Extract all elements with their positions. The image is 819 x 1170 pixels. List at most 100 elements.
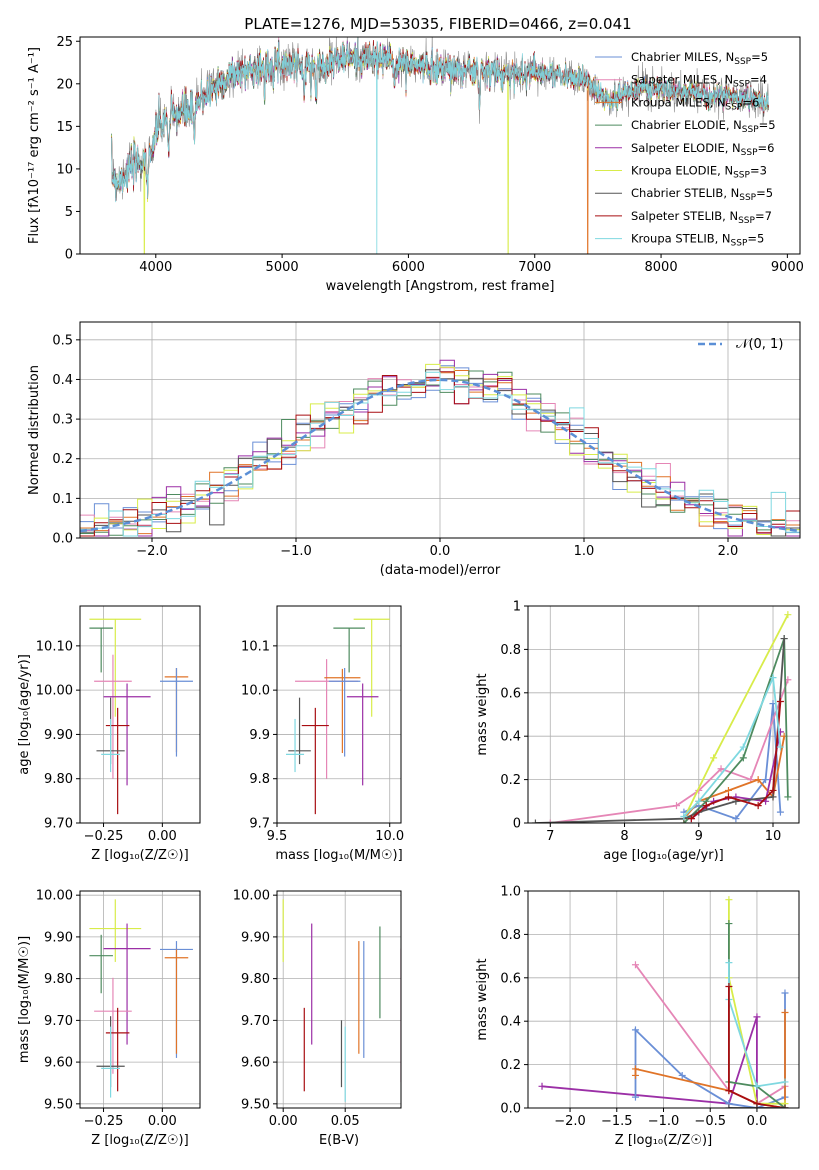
y-tick-label: 0.8 (500, 928, 521, 943)
x-tick-label: 8 (620, 829, 628, 844)
y-tick-label: 9.8 (249, 772, 270, 787)
x-tick-label: −1.5 (601, 1114, 633, 1129)
salpeter_elodie-weight-marker (538, 1082, 546, 1090)
age_vs_mass-panel: 9.5 10.0 9.7 9.8 9.9 10.0 10.1 mass [log₁₀(M/M☉… (241, 605, 404, 863)
kroupa_stelib-weight-marker (753, 1082, 761, 1090)
y-tick-label: 25 (56, 35, 73, 50)
spectrum-legend: Chabrier MILES, NSSP=5 Salpeter MILES, NS… (595, 50, 776, 249)
age_vs_Z-panel: −0.25 0.00 9.70 9.80 9.90 10.00 10.10 Z [log₁₀(… (17, 605, 201, 863)
y-tick-label: 10 (56, 162, 73, 177)
normal-reference-curve (80, 378, 800, 533)
y-tick-label: 9.90 (44, 728, 73, 743)
y-tick-label: 9.50 (44, 1097, 73, 1112)
chabrier_stelib-weight-marker (780, 635, 788, 643)
salpeter_miles-weight-marker (546, 819, 554, 823)
y-tick-label: 0.2 (52, 452, 73, 467)
chabrier_elodie-weight-marker (739, 754, 747, 762)
y-tick-label: 1.0 (500, 885, 521, 900)
mass_vs_ebv-frame (276, 890, 402, 1109)
age_vs_mass-plot-area (286, 618, 390, 815)
kroupa_stelib-weight-marker (776, 743, 784, 751)
salpeter_stelib-weight-marker (769, 786, 777, 794)
salpeter_stelib-weight-line (690, 701, 782, 820)
chabrier_stelib-legend-label: Chabrier STELIB, NSSP=5 (631, 186, 773, 203)
y-tick-label: 9.70 (241, 1014, 270, 1029)
kroupa_miles-weight-marker (754, 776, 762, 784)
y-tick-label: 0.0 (500, 1102, 521, 1117)
x-axis-label: (data-model)/error (380, 563, 501, 578)
kroupa_stelib-weight-marker (725, 959, 733, 967)
y-tick-label: 0.5 (52, 333, 73, 348)
chabrier_stelib-weight-line (535, 638, 786, 823)
y-axis-label: mass [log₁₀(M/M☉)] (17, 936, 32, 1063)
x-tick-label: 0.0 (430, 544, 451, 559)
weight_vs_age-frame (527, 605, 800, 824)
y-tick-label: 10.00 (36, 889, 73, 904)
chabrier_elodie-weight-marker (725, 920, 733, 928)
y-tick-label: 0.6 (500, 686, 521, 701)
residuals-panel: −2.0 −1.0 0.0 1.0 2.0 0.0 0.1 0.2 0.3 0.4 0.5 (data… (27, 321, 801, 578)
y-tick-label: 9.70 (44, 817, 73, 832)
x-tick-label: 9 (695, 829, 703, 844)
kroupa_stelib-weight-marker (695, 797, 703, 805)
chabrier_elodie-legend-label: Chabrier ELODIE, NSSP=5 (631, 118, 776, 135)
y-tick-label: 9.80 (44, 972, 73, 987)
y-tick-label: 5 (65, 205, 73, 220)
y-tick-label: 9.70 (44, 1014, 73, 1029)
x-tick-label: 0.0 (747, 1114, 768, 1129)
kroupa_miles-weight-marker (724, 786, 732, 794)
kroupa_stelib-model-line (111, 37, 769, 254)
mass_vs_Z-frame (79, 890, 201, 1109)
kroupa_stelib-weight-marker (769, 674, 777, 682)
y-tick-label: 0.0 (52, 532, 73, 547)
x-tick-label: 7000 (518, 260, 551, 275)
kroupa_stelib-weight-marker (739, 743, 747, 751)
salpeter_stelib-weight-marker (687, 815, 695, 823)
y-axis-label: Flux [fλ10⁻¹⁷ erg cm⁻² s⁻¹ A⁻¹] (27, 47, 42, 244)
chart-title: PLATE=1276, MJD=53035, FIBERID=0466, z=0… (244, 15, 631, 33)
y-tick-label: 15 (56, 120, 73, 135)
y-tick-label: 1 (513, 600, 521, 615)
y-tick-label: 0.2 (500, 1058, 521, 1073)
y-tick-label: 9.50 (241, 1097, 270, 1112)
x-tick-label: 1.0 (574, 544, 595, 559)
x-tick-label: 7 (546, 829, 554, 844)
chabrier_miles-weight-marker (781, 989, 789, 997)
weight_vs_age-plot-area (531, 611, 792, 823)
chabrier_stelib-weight-marker (753, 1104, 761, 1108)
y-axis-label: Normed distribution (27, 365, 42, 495)
age_vs_Z-frame (79, 605, 201, 824)
y-tick-label: 0.2 (500, 773, 521, 788)
spectrum-panel: 4000 5000 6000 7000 8000 9000 0 5 10 15 20 25 wavele… (27, 35, 804, 294)
y-tick-label: 10.10 (36, 639, 73, 654)
y-tick-label: 0.4 (500, 730, 521, 745)
salpeter_stelib-weight-marker (725, 1087, 733, 1095)
chabrier_stelib-weight-marker (769, 793, 777, 801)
y-tick-label: 0.6 (500, 971, 521, 986)
spectrum-frame (79, 36, 801, 255)
y-tick-label: 9.90 (44, 930, 73, 945)
x-axis-label: Z [log₁₀(Z/Z☉)] (91, 1133, 188, 1148)
kroupa_stelib-residual-hist (80, 371, 800, 537)
kroupa_elodie-weight-marker (710, 754, 718, 762)
x-tick-label: −2.0 (554, 1114, 586, 1129)
y-tick-label: 9.9 (249, 728, 270, 743)
x-tick-label: 9000 (771, 260, 804, 275)
mass_vs_Z-plot-area (89, 899, 193, 1098)
salpeter_miles-weight-marker (631, 961, 639, 969)
y-tick-label: 10.00 (36, 684, 73, 699)
salpeter_stelib-weight-marker (702, 802, 710, 810)
salpeter_stelib-weight-marker (725, 982, 733, 990)
weight_vs_age-panel: 7 8 9 10 0 0.2 0.4 0.6 0.8 1 age [log₁₀(age/yr)] ma… (475, 600, 800, 863)
y-tick-label: 0.1 (52, 492, 73, 507)
y-tick-label: 0.8 (500, 643, 521, 658)
y-tick-label: 9.80 (44, 772, 73, 787)
weight_vs_Z-panel: −2.0 −1.5 −1.0 −0.5 0.0 0.0 0.2 0.4 0.6 0.8 1.0 Z [… (475, 885, 800, 1148)
x-tick-label: 8000 (645, 260, 678, 275)
x-tick-label: −1.0 (648, 1114, 680, 1129)
x-tick-label: 0.05 (331, 1114, 360, 1129)
x-tick-label: 9.5 (267, 829, 288, 844)
x-tick-label: 2.0 (718, 544, 739, 559)
kroupa_miles-weight-marker (781, 1009, 789, 1017)
